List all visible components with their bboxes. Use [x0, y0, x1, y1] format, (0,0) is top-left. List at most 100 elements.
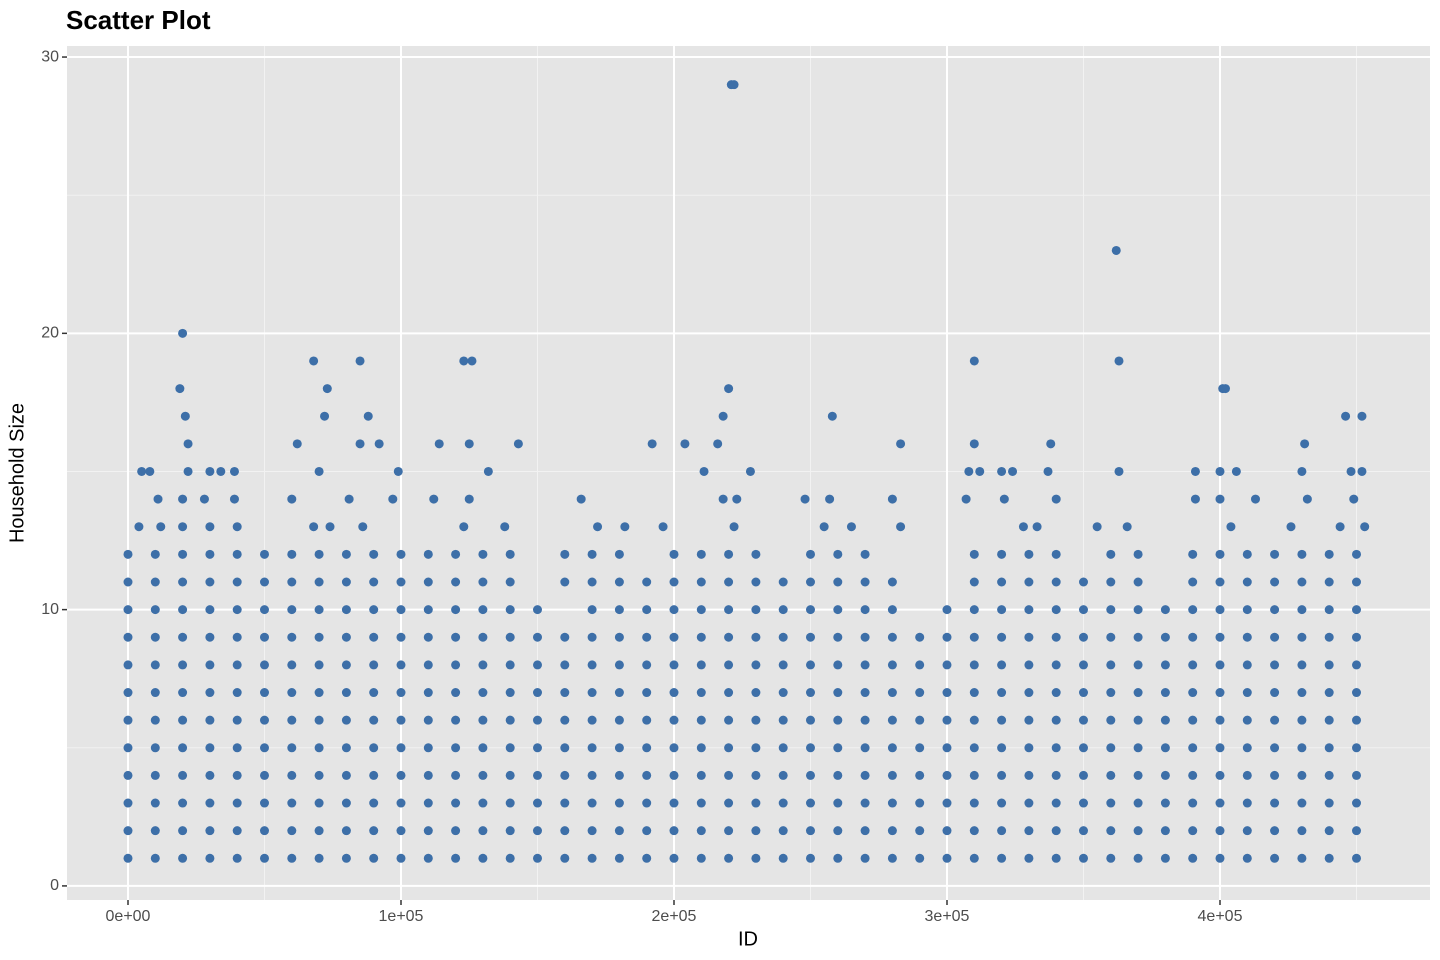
point	[123, 605, 133, 615]
point	[724, 384, 734, 394]
point	[1297, 660, 1307, 670]
point	[423, 798, 433, 808]
point	[915, 688, 925, 698]
point	[669, 660, 679, 670]
point	[1270, 549, 1280, 559]
point	[1215, 798, 1225, 808]
point	[942, 743, 952, 753]
point	[1106, 660, 1116, 670]
point	[1357, 466, 1367, 476]
point	[751, 660, 761, 670]
point	[1231, 466, 1241, 476]
point	[724, 715, 734, 725]
point	[887, 715, 897, 725]
point	[451, 660, 461, 670]
point	[1078, 577, 1088, 587]
point	[647, 439, 657, 449]
point	[999, 494, 1009, 504]
point	[178, 853, 188, 863]
point	[1051, 660, 1061, 670]
point	[805, 549, 815, 559]
point	[459, 522, 469, 532]
point	[451, 826, 461, 836]
point	[1324, 632, 1334, 642]
points	[123, 80, 1370, 863]
point	[478, 770, 488, 780]
point	[560, 770, 570, 780]
point	[680, 439, 690, 449]
point	[123, 743, 133, 753]
point	[833, 632, 843, 642]
point	[751, 826, 761, 836]
point	[669, 605, 679, 615]
point	[314, 715, 324, 725]
point	[887, 577, 897, 587]
point	[833, 853, 843, 863]
point	[1220, 384, 1230, 394]
point	[150, 853, 160, 863]
point	[1106, 549, 1116, 559]
point	[1242, 688, 1252, 698]
point	[178, 715, 188, 725]
point	[778, 826, 788, 836]
point	[997, 577, 1007, 587]
point	[532, 632, 542, 642]
point	[724, 577, 734, 587]
point	[587, 853, 597, 863]
point	[1297, 853, 1307, 863]
point	[942, 715, 952, 725]
point	[1352, 826, 1362, 836]
point	[724, 798, 734, 808]
point	[1188, 743, 1198, 753]
point	[505, 715, 515, 725]
point	[696, 770, 706, 780]
y-tick-label: 0	[50, 877, 59, 894]
point	[150, 826, 160, 836]
point	[451, 605, 461, 615]
point	[287, 660, 297, 670]
point	[587, 632, 597, 642]
point	[961, 494, 971, 504]
point	[464, 439, 474, 449]
point	[669, 549, 679, 559]
point	[1051, 826, 1061, 836]
point	[423, 549, 433, 559]
point	[614, 688, 624, 698]
point	[969, 605, 979, 615]
point	[505, 660, 515, 670]
point	[259, 715, 269, 725]
point	[805, 688, 815, 698]
point	[1270, 660, 1280, 670]
point	[1111, 245, 1121, 255]
point	[396, 798, 406, 808]
point	[1352, 688, 1362, 698]
point	[232, 660, 242, 670]
point	[669, 743, 679, 753]
point	[363, 411, 373, 421]
point	[696, 632, 706, 642]
point	[833, 660, 843, 670]
point	[451, 715, 461, 725]
point	[1133, 605, 1143, 615]
point	[369, 770, 379, 780]
point	[451, 549, 461, 559]
point	[696, 798, 706, 808]
point	[259, 688, 269, 698]
point	[969, 356, 979, 366]
point	[137, 466, 147, 476]
point	[259, 632, 269, 642]
point	[344, 494, 354, 504]
point	[178, 522, 188, 532]
point	[1324, 853, 1334, 863]
point	[1051, 743, 1061, 753]
point	[259, 605, 269, 615]
point	[669, 798, 679, 808]
point	[1188, 715, 1198, 725]
point	[396, 660, 406, 670]
point	[478, 632, 488, 642]
point	[805, 632, 815, 642]
point	[1250, 494, 1260, 504]
point	[1270, 770, 1280, 780]
point	[1024, 715, 1034, 725]
point	[620, 522, 630, 532]
